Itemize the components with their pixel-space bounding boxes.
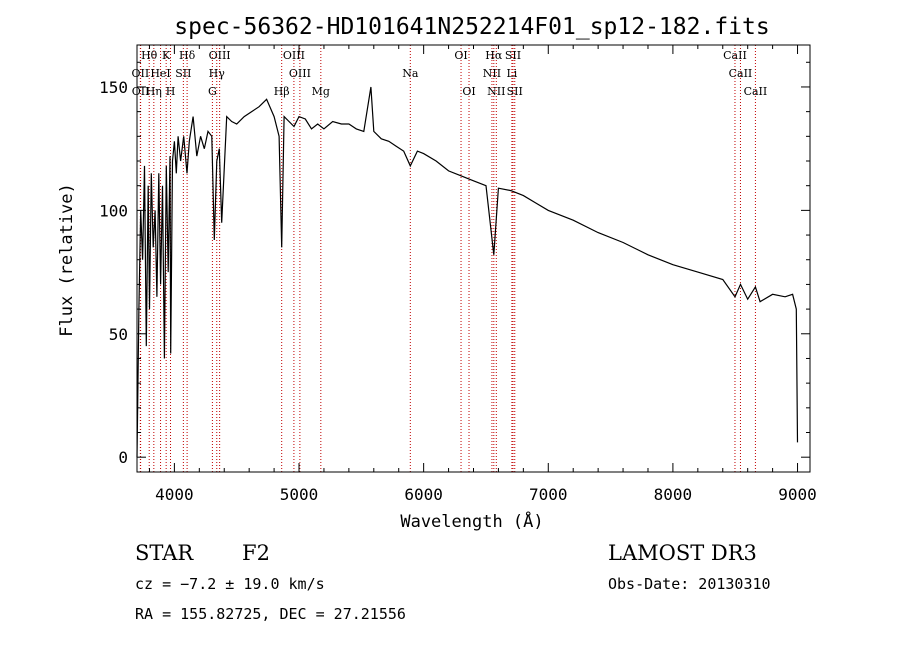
line-label-21: G: [208, 85, 217, 98]
line-label-4: OIII: [283, 49, 305, 62]
line-label-17: CaII: [729, 67, 753, 80]
y-axis: 0 50 100 150: [99, 61, 810, 467]
x-tick-label: 6000: [404, 485, 443, 504]
line-label-18: OII: [132, 85, 150, 98]
x-axis: 4000 5000 6000 7000 8000 9000: [148, 45, 817, 504]
chart-title: spec-56362-HD101641N252214F01_sp12-182.f…: [174, 14, 769, 40]
line-label-1: K: [162, 49, 171, 62]
y-tick-label: 50: [109, 325, 128, 344]
spectrum-line: [136, 86, 799, 458]
x-tick-label: 9000: [778, 485, 817, 504]
y-axis-label: Flux (relative): [57, 183, 77, 337]
x-tick-label: 8000: [654, 485, 693, 504]
x-tick-label: 4000: [155, 485, 194, 504]
y-tick-label: 100: [99, 201, 128, 220]
x-axis-label: Wavelength (Å): [400, 510, 543, 532]
line-label-20: H: [166, 85, 176, 98]
x-tick-label: 5000: [280, 485, 319, 504]
line-label-27: CaII: [744, 85, 768, 98]
line-label-15: NII: [483, 67, 501, 80]
survey-name: LAMOST DR3: [608, 541, 757, 565]
line-label-10: HeI: [150, 67, 170, 80]
obs-date-text: Obs-Date: 20130310: [608, 575, 771, 593]
y-tick-label: 0: [118, 448, 128, 467]
line-label-9: OII: [132, 67, 150, 80]
line-label-0: Hθ: [141, 49, 158, 62]
plot-frame: [136, 44, 811, 473]
line-label-3: OIII: [209, 49, 231, 62]
x-tick-label: 7000: [529, 485, 568, 504]
line-label-19: Hη: [146, 85, 162, 98]
line-label-6: Hα: [485, 49, 503, 62]
spectral-line-markers: [139, 45, 756, 472]
line-label-13: OIII: [289, 67, 311, 80]
line-label-2: Hδ: [179, 49, 196, 62]
line-label-25: NII: [487, 85, 505, 98]
y-tick-label: 150: [99, 78, 128, 97]
line-label-7: SII: [505, 49, 521, 62]
object-subclass: F2: [242, 541, 270, 565]
redshift-text: cz = −7.2 ± 19.0 km/s: [135, 575, 325, 593]
line-label-16: Li: [506, 67, 517, 80]
line-label-8: CaII: [723, 49, 747, 62]
coordinates-text: RA = 155.82725, DEC = 27.21556: [135, 605, 406, 623]
line-label-26: SII: [507, 85, 523, 98]
line-label-24: OI: [462, 85, 475, 98]
line-label-12: Hγ: [209, 67, 226, 80]
line-label-23: Mg: [312, 85, 330, 98]
object-class: STAR: [135, 541, 194, 565]
line-label-5: OI: [454, 49, 467, 62]
line-label-22: Hβ: [274, 85, 290, 98]
line-label-11: SII: [175, 67, 191, 80]
line-label-14: Na: [402, 67, 419, 80]
